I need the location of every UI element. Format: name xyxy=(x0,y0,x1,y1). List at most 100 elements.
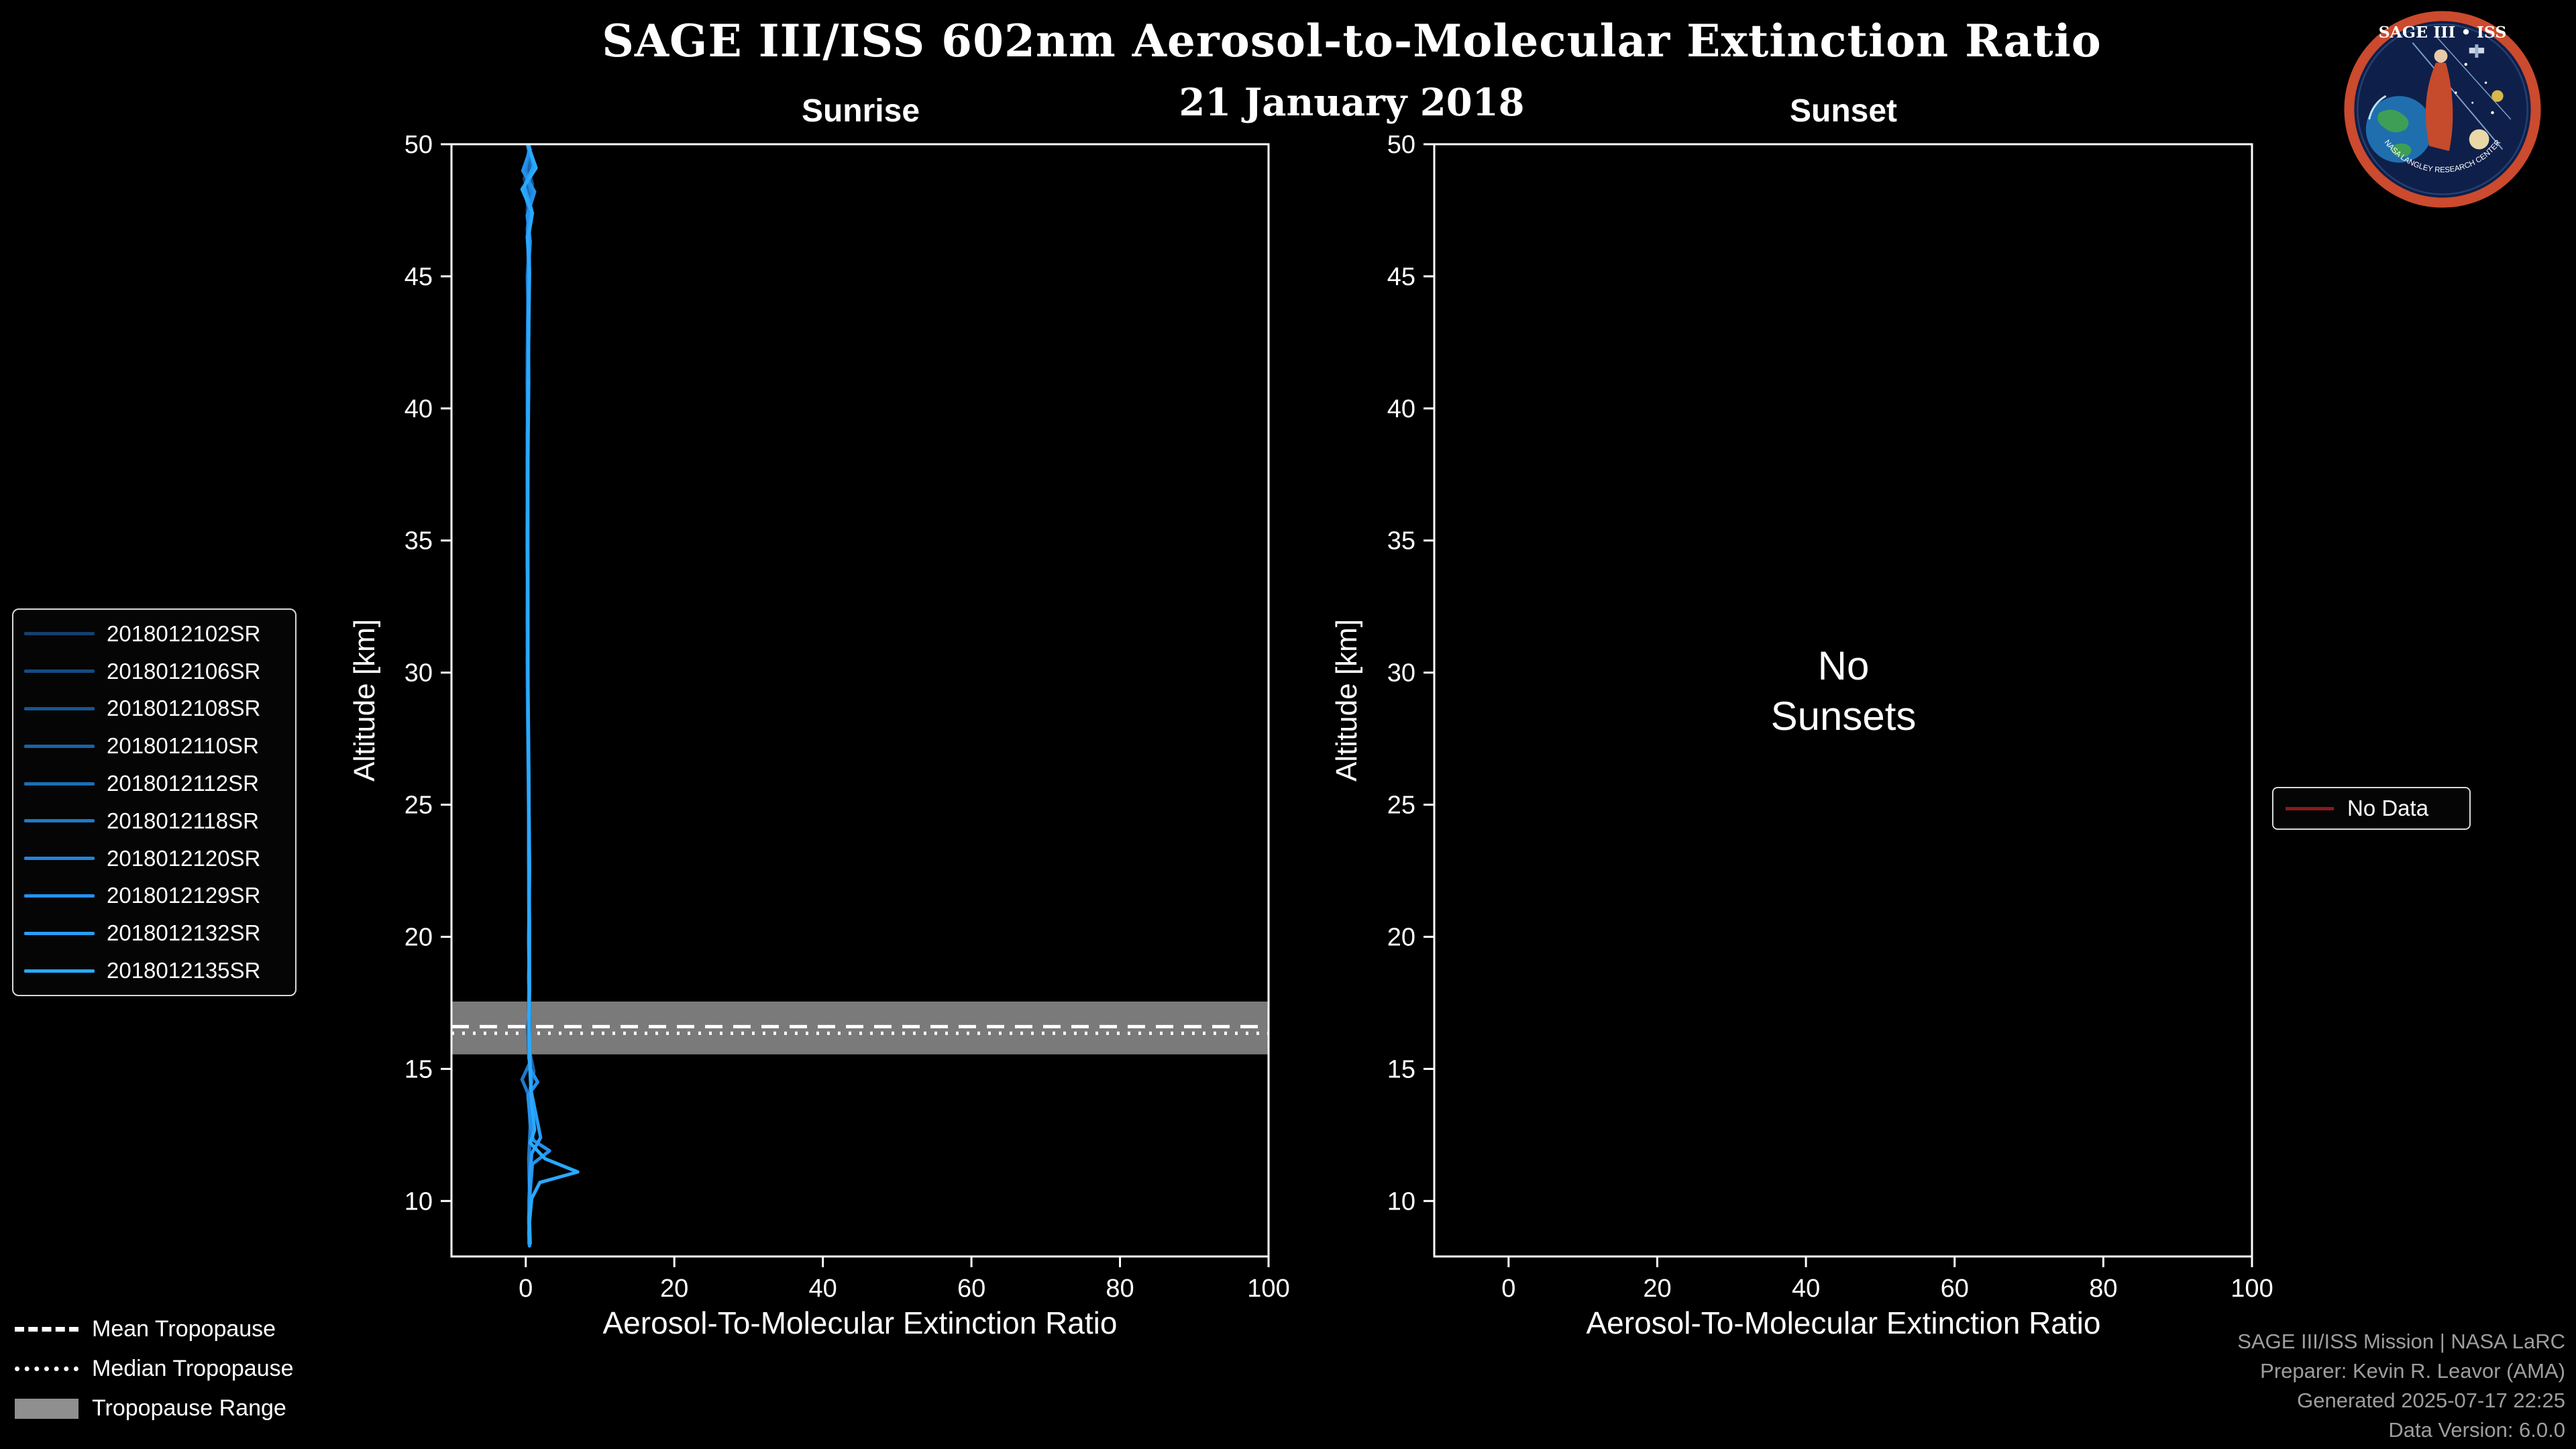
legend-event-label: 2018012106SR xyxy=(107,658,261,684)
y-tick-label: 10 xyxy=(1387,1187,1415,1216)
y-tick-label: 20 xyxy=(1387,923,1415,951)
legend-item-mean-tropopause: Mean Tropopause xyxy=(15,1309,294,1349)
legend-line-swatch xyxy=(24,969,95,973)
legend-event-item: 2018012110SR xyxy=(13,728,295,765)
legend-event-item: 2018012132SR xyxy=(13,915,295,952)
legend-label: Tropopause Range xyxy=(92,1395,286,1421)
no-sunsets-message: No Sunsets xyxy=(1770,643,1917,739)
y-tick-label: 20 xyxy=(405,923,433,951)
star xyxy=(2455,91,2457,94)
y-tick-label: 15 xyxy=(405,1055,433,1083)
y-tick-label: 15 xyxy=(1387,1055,1415,1083)
sunrise-x-axis-label: Aerosol-To-Molecular Extinction Ratio xyxy=(602,1305,1118,1340)
legend-line-swatch xyxy=(24,669,95,674)
tropopause-legend: Mean Tropopause Median Tropopause Tropop… xyxy=(15,1309,294,1428)
axes-border xyxy=(1433,143,2253,1258)
legend-event-label: 2018012129SR xyxy=(107,883,261,908)
y-tick-label: 40 xyxy=(405,395,433,423)
legend-line-swatch xyxy=(24,782,95,786)
y-tick-label: 10 xyxy=(405,1187,433,1216)
logo-title: SAGE III • ISS xyxy=(2379,23,2507,42)
star xyxy=(2464,62,2468,66)
figure-title: SAGE III/ISS 602nm Aerosol-to-Molecular … xyxy=(602,15,2102,67)
legend-event-label: 2018012118SR xyxy=(107,808,259,833)
y-tick-label: 50 xyxy=(405,131,433,159)
legend-event-item: 2018012118SR xyxy=(13,802,295,839)
x-tick-label: 100 xyxy=(1247,1275,1289,1303)
sunset-panel-title: Sunset xyxy=(1789,93,1898,129)
legend-event-label: 2018012132SR xyxy=(107,920,261,946)
legend-event-item: 2018012112SR xyxy=(13,765,295,802)
gray-patch-swatch xyxy=(15,1398,78,1419)
moon-icon xyxy=(2469,129,2489,150)
legend-event-item: 2018012120SR xyxy=(13,840,295,877)
planet-icon xyxy=(2491,90,2504,102)
sunset-y-axis-label: Altitude [km] xyxy=(1330,619,1363,782)
star xyxy=(2484,81,2487,85)
y-tick-label: 35 xyxy=(405,527,433,555)
legend-event-label: 2018012108SR xyxy=(107,696,261,721)
y-tick-label: 25 xyxy=(405,792,433,820)
legend-event-item: 2018012129SR xyxy=(13,877,295,914)
sunrise-panel-title: Sunrise xyxy=(801,93,920,129)
legend-event-label: 2018012112SR xyxy=(107,771,259,796)
legend-item-median-tropopause: Median Tropopause xyxy=(15,1349,294,1389)
legend-line-swatch xyxy=(24,857,95,861)
axes-border xyxy=(450,143,1270,1258)
legend-label: Mean Tropopause xyxy=(92,1316,276,1342)
dotted-line-swatch xyxy=(15,1366,78,1371)
x-tick-label: 80 xyxy=(2089,1275,2117,1303)
event-legend: 2018012102SR 2018012106SR 2018012108SR 2018… xyxy=(12,608,297,996)
dashed-line-swatch xyxy=(15,1327,78,1332)
x-tick-label: 40 xyxy=(808,1275,837,1303)
footer-line-preparer: Preparer: Kevin R. Leavor (AMA) xyxy=(2260,1359,2565,1383)
legend-line-swatch xyxy=(24,744,95,748)
profile-line xyxy=(520,145,580,1245)
star xyxy=(2471,101,2474,104)
legend-event-item: 2018012135SR xyxy=(13,953,295,989)
no-data-legend: No Data xyxy=(2272,787,2471,830)
plot-area xyxy=(451,144,1269,1248)
x-tick-label: 80 xyxy=(1106,1275,1134,1303)
no-data-line-swatch xyxy=(2286,806,2334,810)
legend-line-swatch xyxy=(24,706,95,710)
y-tick-label: 50 xyxy=(1387,131,1415,159)
footer-line-generated: Generated 2025-07-17 22:25 xyxy=(2297,1389,2565,1412)
footer-line-mission: SAGE III/ISS Mission | NASA LaRC xyxy=(2237,1330,2565,1353)
legend-event-item: 2018012102SR xyxy=(13,615,295,652)
legend-line-swatch xyxy=(24,819,95,823)
figure-date: 21 January 2018 xyxy=(1179,80,1525,125)
x-tick-label: 20 xyxy=(660,1275,688,1303)
x-tick-label: 40 xyxy=(1792,1275,1820,1303)
y-tick-label: 45 xyxy=(405,263,433,291)
legend-label: Median Tropopause xyxy=(92,1356,294,1381)
footer-credits: SAGE III/ISS Mission | NASA LaRC Prepare… xyxy=(2237,1327,2565,1445)
x-tick-label: 20 xyxy=(1643,1275,1671,1303)
legend-event-item: 2018012106SR xyxy=(13,653,295,690)
robed-figure xyxy=(2425,62,2453,152)
x-tick-label: 100 xyxy=(2231,1275,2273,1303)
legend-event-label: 2018012120SR xyxy=(107,845,261,871)
x-tick-label: 0 xyxy=(1501,1275,1515,1303)
x-tick-label: 60 xyxy=(1941,1275,1969,1303)
legend-item-tropopause-range: Tropopause Range xyxy=(15,1389,294,1428)
x-tick-label: 60 xyxy=(957,1275,985,1303)
sunset-x-axis-label: Aerosol-To-Molecular Extinction Ratio xyxy=(1586,1305,2101,1340)
y-tick-label: 25 xyxy=(1387,792,1415,820)
sunrise-y-axis-label: Altitude [km] xyxy=(348,619,381,782)
no-data-label: No Data xyxy=(2347,796,2429,820)
y-tick-label: 30 xyxy=(405,659,433,688)
x-tick-label: 0 xyxy=(519,1275,533,1303)
y-tick-label: 30 xyxy=(1387,659,1415,688)
y-tick-label: 40 xyxy=(1387,395,1415,423)
legend-event-item: 2018012108SR xyxy=(13,690,295,727)
y-tick-label: 45 xyxy=(1387,263,1415,291)
legend-event-label: 2018012110SR xyxy=(107,733,259,759)
star xyxy=(2491,111,2494,115)
y-tick-label: 35 xyxy=(1387,527,1415,555)
legend-event-label: 2018012102SR xyxy=(107,621,261,646)
legend-event-label: 2018012135SR xyxy=(107,958,261,983)
legend-line-swatch xyxy=(24,894,95,898)
